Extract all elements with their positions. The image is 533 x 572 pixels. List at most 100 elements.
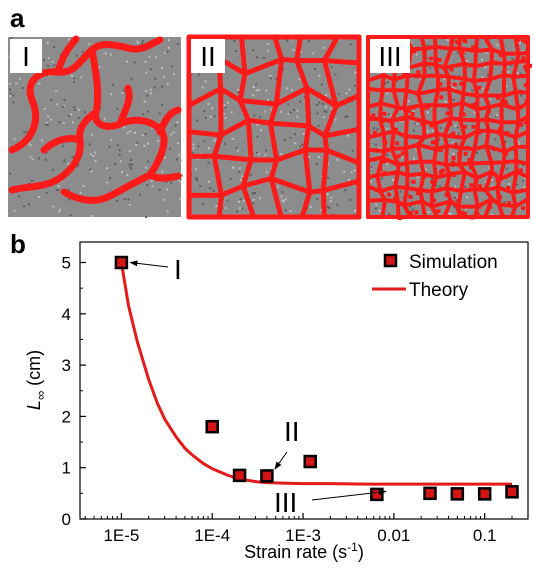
speckle-grain [196,179,199,182]
speckle-grain [118,149,121,152]
speckle-grain [144,60,147,63]
network-strand [430,186,449,194]
speckle-grain [62,121,65,124]
speckle-grain [116,144,119,147]
speckle-grain [464,185,467,188]
network-strand [431,140,435,145]
speckle-grain [374,143,377,146]
speckle-grain [28,142,31,145]
speckle-grain [108,145,111,148]
network-strand [513,129,530,140]
speckle-grain [270,167,273,170]
speckle-grain [170,65,173,68]
network-strand [504,151,509,156]
speckle-grain [337,93,340,96]
network-strand [414,74,419,79]
speckle-grain [172,131,175,134]
speckle-grain [63,160,66,163]
speckle-grain [251,192,254,195]
speckle-grain [166,210,169,213]
speckle-grain [252,202,255,205]
speckle-grain [161,85,164,88]
simulation-marker [423,486,437,501]
speckle-grain [388,113,390,116]
speckle-grain [25,130,28,133]
legend-label-theory: Theory [409,280,469,301]
network-strand [366,197,388,203]
network-strand [459,169,467,193]
speckle-grain [314,68,317,70]
network-strand [477,85,482,90]
speckle-grain [374,207,377,210]
speckle-grain [47,64,49,67]
y-tick-label: 1 [62,459,71,478]
simulation-marker [232,468,247,483]
speckle-grain [208,147,210,150]
speckle-grain [259,197,262,200]
speckle-grain [330,196,333,199]
speckle-grain [180,159,183,162]
speckle-grain [386,163,389,166]
annotation-I: I [174,254,182,285]
speckle-grain [89,168,92,171]
network-strand [444,172,452,191]
speckle-grain [427,111,429,114]
network-strand [473,60,494,69]
network-strand [378,116,386,136]
speckle-grain [354,71,357,74]
speckle-grain [454,206,457,209]
speckle-grain [127,198,130,201]
speckle-grain [378,147,381,150]
network-strand [237,71,248,103]
speckle-grain [29,144,32,147]
speckle-grain [199,185,202,188]
network-strand [470,45,475,50]
speckle-grain [424,168,427,171]
speckle-grain [51,60,54,63]
speckle-grain [154,77,157,80]
x-tick-label: 1E-5 [103,526,139,545]
network-strand [378,101,383,121]
simulation-marker [303,454,317,469]
speckle-grain [147,142,149,145]
network-strand [391,88,401,110]
speckle-grain [15,82,18,85]
speckle-grain [9,95,12,98]
network-strand [486,109,491,114]
network-strand [411,179,416,184]
speckle-grain [503,201,506,204]
speckle-grain [282,200,285,203]
legend-label-simulation: Simulation [409,252,498,273]
speckle-grain [320,209,323,212]
network-strand [422,50,427,55]
simulation-image-1: I [8,35,183,219]
network-strand [475,212,480,216]
speckle-grain [129,130,132,133]
network-strand [395,141,399,146]
speckle-grain [351,149,354,152]
network-strand [458,117,481,123]
speckle-grain [269,74,272,77]
network-strand [489,47,494,65]
speckle-grain [104,52,107,55]
panel-a-letter: a [10,3,25,33]
y-tick-label: 0 [62,510,71,529]
speckle-grain [74,109,77,112]
speckle-grain [91,215,94,217]
speckle-grain [322,116,325,119]
speckle-grain [345,92,348,95]
network-strand [60,171,154,204]
speckle-grain [303,95,306,98]
speckle-grain [270,108,273,111]
speckle-grain [50,99,53,102]
speckle-grain [349,198,352,201]
speckle-grain [456,51,459,54]
network-strand [268,120,280,163]
network-strand [473,179,478,184]
x-tick-label: 0.1 [473,526,497,545]
speckle-grain [67,188,70,191]
simulation-marker [477,487,492,501]
speckle-grain [324,105,327,108]
network-strand [514,169,530,179]
speckle-grain [128,204,131,206]
